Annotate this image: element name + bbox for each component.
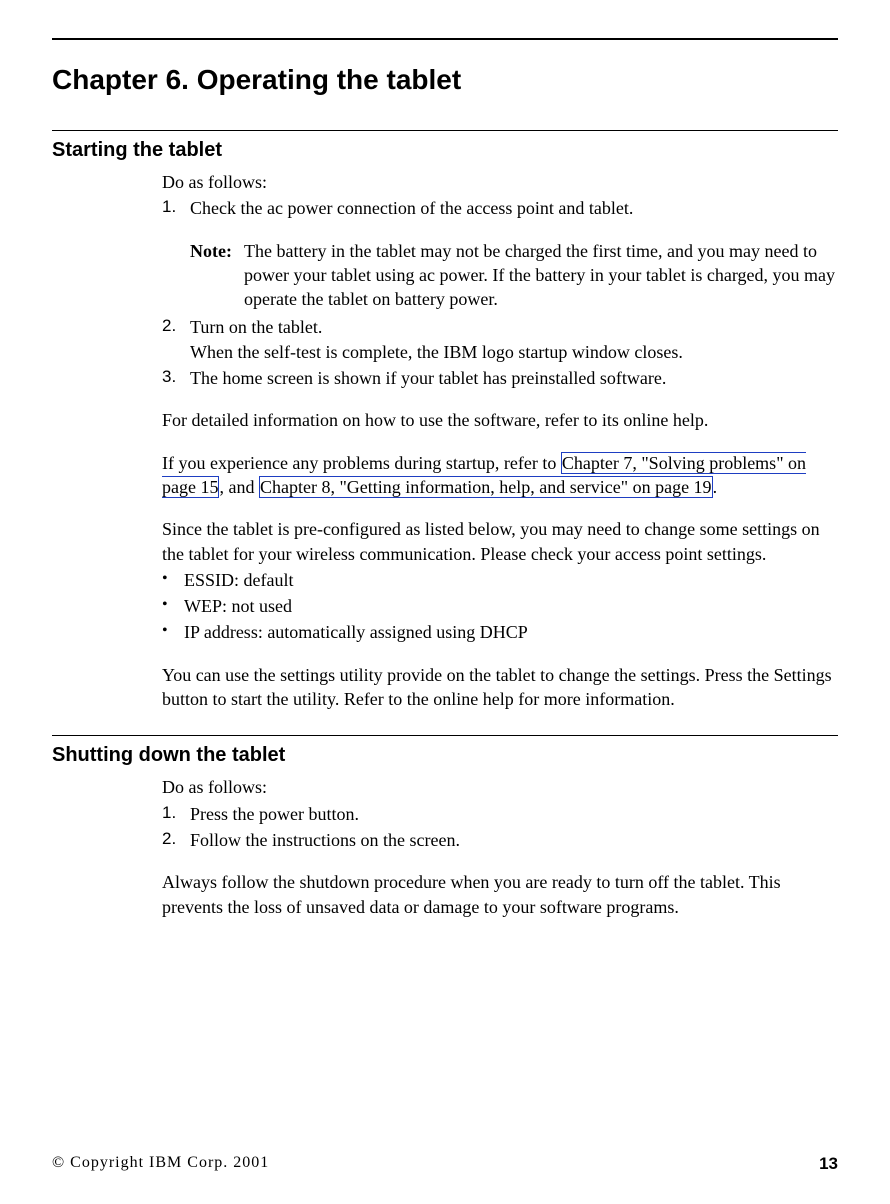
text-fragment: If you experience any problems during st… xyxy=(162,453,561,473)
step-marker: 2. xyxy=(162,315,190,364)
bullet-text: WEP: not used xyxy=(184,594,838,618)
bullet-ip: • IP address: automatically assigned usi… xyxy=(162,620,838,644)
xref-chapter-8[interactable]: Chapter 8, "Getting information, help, a… xyxy=(259,476,713,498)
page-footer: © Copyright IBM Corp. 2001 13 xyxy=(52,1154,838,1174)
step-text: Follow the instructions on the screen. xyxy=(190,828,838,852)
step-3: 3. The home screen is shown if your tabl… xyxy=(162,366,838,390)
step-marker: 3. xyxy=(162,366,190,390)
step-content: Check the ac power connection of the acc… xyxy=(190,196,838,313)
step-text: Check the ac power connection of the acc… xyxy=(190,196,838,220)
step-content: The home screen is shown if your tablet … xyxy=(190,366,838,390)
bullet-text: IP address: automatically assigned using… xyxy=(184,620,838,644)
bullet-essid: • ESSID: default xyxy=(162,568,838,592)
bullet-icon: • xyxy=(162,568,184,592)
step-2: 2. Turn on the tablet. When the self-tes… xyxy=(162,315,838,364)
step-marker: 2. xyxy=(162,828,190,852)
section-rule xyxy=(52,130,838,131)
step-marker: 1. xyxy=(162,196,190,313)
bullet-icon: • xyxy=(162,594,184,618)
paragraph-detail: For detailed information on how to use t… xyxy=(162,408,838,432)
paragraph-problems: If you experience any problems during st… xyxy=(162,451,838,500)
section-body: Do as follows: 1. Press the power button… xyxy=(162,775,838,918)
page-number: 13 xyxy=(819,1154,838,1174)
section-heading: Starting the tablet xyxy=(52,139,838,162)
bullet-text: ESSID: default xyxy=(184,568,838,592)
intro-text: Do as follows: xyxy=(162,170,838,194)
step-marker: 1. xyxy=(162,802,190,826)
step-text: Turn on the tablet. xyxy=(190,315,838,339)
step-1: 1. Check the ac power connection of the … xyxy=(162,196,838,313)
intro-text: Do as follows: xyxy=(162,775,838,799)
text-fragment: , and xyxy=(219,477,259,497)
step-2: 2. Follow the instructions on the screen… xyxy=(162,828,838,852)
section-starting: Starting the tablet Do as follows: 1. Ch… xyxy=(52,130,838,735)
chapter-title: Chapter 6. Operating the tablet xyxy=(52,64,838,96)
step-content: Turn on the tablet. When the self-test i… xyxy=(190,315,838,364)
section-heading: Shutting down the tablet xyxy=(52,744,838,767)
top-rule xyxy=(52,38,838,40)
bullet-wep: • WEP: not used xyxy=(162,594,838,618)
note-text: The battery in the tablet may not be cha… xyxy=(244,239,838,312)
step-text: Press the power button. xyxy=(190,802,838,826)
copyright-text: © Copyright IBM Corp. 2001 xyxy=(52,1154,269,1174)
paragraph-preconfig: Since the tablet is pre-configured as li… xyxy=(162,517,838,566)
document-page: Chapter 6. Operating the tablet Starting… xyxy=(0,0,890,1204)
step-1: 1. Press the power button. xyxy=(162,802,838,826)
section-body: Do as follows: 1. Check the ac power con… xyxy=(162,170,838,711)
text-fragment: . xyxy=(713,477,718,497)
section-shutting-down: Shutting down the tablet Do as follows: … xyxy=(52,735,838,936)
step-text: The home screen is shown if your tablet … xyxy=(190,366,838,390)
bullet-icon: • xyxy=(162,620,184,644)
paragraph-settings: You can use the settings utility provide… xyxy=(162,663,838,712)
section-rule xyxy=(52,735,838,736)
note-label: Note: xyxy=(190,239,244,312)
note-block: Note: The battery in the tablet may not … xyxy=(190,239,838,312)
paragraph-always: Always follow the shutdown procedure whe… xyxy=(162,870,838,919)
step-text: When the self-test is complete, the IBM … xyxy=(190,340,838,364)
